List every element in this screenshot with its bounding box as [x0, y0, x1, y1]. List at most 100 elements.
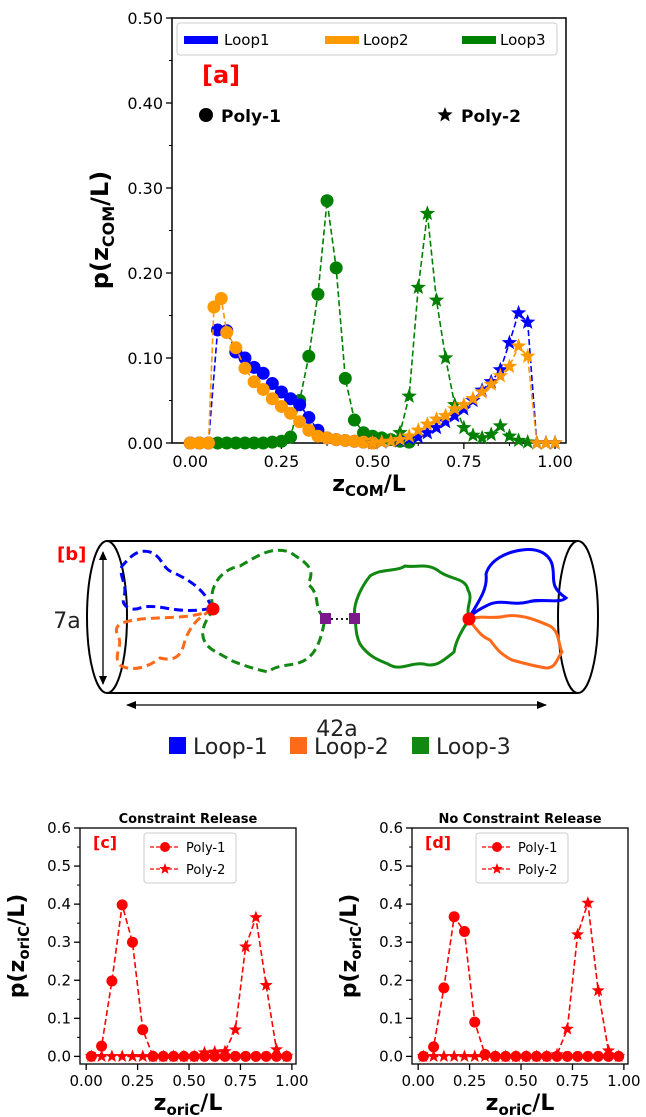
- panel-a-series-2-circle-point: [311, 287, 325, 301]
- panel-a-series-2-circle-point: [220, 436, 234, 450]
- x-tick-label: 0.75: [556, 1072, 589, 1090]
- panel-a-series-4-star-point: [501, 358, 518, 374]
- panel-c-legend-label-poly2: Poly-2: [186, 863, 225, 878]
- panel-d-tag: [d]: [425, 833, 451, 852]
- panel-a-series-1-circle-point: [201, 436, 215, 450]
- panel-a-series-3-star-point: [447, 407, 463, 423]
- x-tick-label: 0.00: [172, 452, 208, 471]
- panel-a-series-0-circle-point: [238, 351, 252, 365]
- panel-panel_d-series-0-circle-point: [458, 926, 470, 938]
- panel-a-series-3-star-point: [410, 428, 426, 444]
- panel-panel_c-series-1-star-point: [105, 1049, 119, 1062]
- panel-panel_d-series-1-star-point: [488, 1049, 502, 1062]
- panel-a-series-2-circle-point: [211, 436, 225, 450]
- panel-a-series-0-circle-point: [293, 398, 307, 412]
- panel-a-series-5-star-point: [465, 427, 481, 442]
- panel-panel_d-series-1-star-point: [591, 983, 605, 997]
- panel-panel_c-series-1-star-point: [218, 1044, 232, 1057]
- panel-d-legend-circle-icon: [492, 842, 502, 852]
- panel-panel_d-series-0-circle-point: [448, 911, 460, 923]
- panel-c-legend-circle-icon: [160, 842, 170, 852]
- x-tick-label: 1.00: [537, 452, 573, 471]
- poly2-label: Poly-2: [461, 107, 521, 127]
- panel-a-series-4-star-point: [510, 337, 527, 353]
- x-tick-label: 0.25: [121, 1072, 154, 1090]
- panel-a-series-4-star-point: [456, 396, 472, 412]
- panel-a-series-5-star-point: [401, 388, 417, 403]
- panel-panel_d-series-0-circle-point: [561, 1050, 573, 1062]
- panel-a-y-ticks: 0.00 0.10 0.20 0.30 0.40 0.50: [127, 9, 172, 453]
- panel-c-frame: [79, 827, 297, 1065]
- panel-panel_c-series-0-circle-point: [270, 1050, 282, 1062]
- y-tick-label: 0.4: [47, 895, 71, 913]
- panel-a-series-4-star-point: [529, 434, 545, 450]
- panel-c-tag: [c]: [93, 833, 117, 852]
- panel-panel_c-series-1-star-point: [239, 939, 253, 953]
- panel-a-series-1-circle-point: [192, 436, 206, 450]
- panel-a-series-5-star-point: [428, 292, 445, 307]
- panel-a-series-1-circle-point: [284, 406, 298, 420]
- panel-panel_d-series-1-star-point: [540, 1049, 554, 1062]
- panel-a-series-2-circle-point: [329, 261, 343, 275]
- panel-a-series-2-circle-point: [229, 436, 243, 450]
- panel-panel_c-series-1-star-point: [208, 1044, 222, 1058]
- panel-d-series: [416, 896, 626, 1062]
- panel-a-legend-box: [176, 22, 558, 56]
- panel-a-series-1-circle-point: [214, 292, 228, 305]
- panel-c-y-ticks: 0.0 0.1 0.2 0.3 0.4 0.5 0.6: [47, 819, 80, 1065]
- panel-a-x-axis-label: zCOM/L: [332, 472, 406, 500]
- panel-c-legend: Poly-1 Poly-2: [143, 832, 237, 884]
- y-tick-label: 0.4: [379, 895, 403, 913]
- panel-panel_d-series-1-star-point: [457, 1049, 471, 1062]
- x-tick-label: 0.50: [172, 1072, 205, 1090]
- panel-a-series-3-star-point: [510, 304, 527, 320]
- cylinder-right-cap: [557, 540, 599, 694]
- panel-panel_d-series-1-star-point: [560, 1022, 574, 1035]
- panel-a-series-4-star-point: [410, 422, 426, 437]
- panel-a-series-1-circle-point: [274, 399, 288, 413]
- y-tick-label: 0.0: [47, 1047, 71, 1065]
- panel-panel_d-series-1-star-point: [550, 1047, 564, 1061]
- panel-a-series-5-star-point: [437, 349, 454, 365]
- panel-d: No Constraint Release 0.00 0.25 0.50 0.75 1.…: [337, 812, 641, 1117]
- panel-a-series-2-circle-point: [238, 436, 252, 450]
- panel-a-series-0-circle-point: [256, 366, 270, 380]
- panel-a-series-3-star-point: [501, 334, 518, 350]
- panel-b-tag: [b]: [57, 544, 86, 565]
- poly1-loop3-path: [201, 548, 327, 674]
- panel-panel_c-series-1-star-point: [146, 1049, 160, 1062]
- y-tick-label: 0.6: [47, 819, 71, 837]
- panel-panel_c-series-1-star-point: [156, 1049, 170, 1062]
- panel-panel_c-series-0-circle-point: [240, 1050, 252, 1062]
- y-tick-label: 0.20: [127, 264, 163, 283]
- panel-a-y-axis-label: p(zCOM/L): [86, 171, 118, 289]
- poly1-ter-marker: [320, 613, 331, 624]
- length-label: 42a: [316, 717, 357, 742]
- panel-a-series-5-star-point: [492, 417, 509, 433]
- panel-panel_c-series-1-star-point: [249, 910, 263, 924]
- legend-label-loop-2: Loop-2: [314, 735, 389, 760]
- panel-a-series-1-circle-point: [207, 300, 221, 314]
- poly1-oric-marker: [206, 602, 220, 616]
- panel-a-legend: Loop1 Loop2 Loop3: [176, 22, 558, 56]
- panel-panel_d-series-0-circle-point: [469, 1016, 481, 1028]
- panel-a-series-4-star-point: [374, 434, 390, 449]
- legend-label-loop3: Loop3: [500, 31, 546, 49]
- panel-panel_d-series-1-star-point: [478, 1049, 492, 1062]
- panel-panel_c-series-0-circle-point: [126, 936, 138, 948]
- panel-panel_c-series-1-line: [91, 917, 288, 1058]
- legend-label-loop2: Loop2: [363, 31, 409, 49]
- panel-d-x-axis-label: zoriC/L: [486, 1091, 555, 1117]
- panel-a-series-4-star-point: [401, 428, 417, 443]
- poly2-loop2-path: [466, 614, 564, 670]
- x-tick-label: 0.25: [453, 1072, 486, 1090]
- panel-a-x-ticks: 0.00 0.25 0.50 0.75 1.00: [172, 443, 573, 471]
- legend-swatch-loop3: [462, 36, 496, 44]
- panel-panel_d-series-0-circle-point: [592, 1050, 604, 1062]
- panel-a-series-1-circle-point: [238, 361, 252, 375]
- panel-panel_d-series-1-star-point: [468, 1049, 482, 1062]
- panel-panel_d-series-1-star-point: [499, 1049, 513, 1062]
- panel-panel_d-series-1-star-point: [529, 1049, 543, 1062]
- panel-a-series-3-star-point: [437, 413, 454, 429]
- panel-a-series-1-circle-point: [293, 415, 307, 429]
